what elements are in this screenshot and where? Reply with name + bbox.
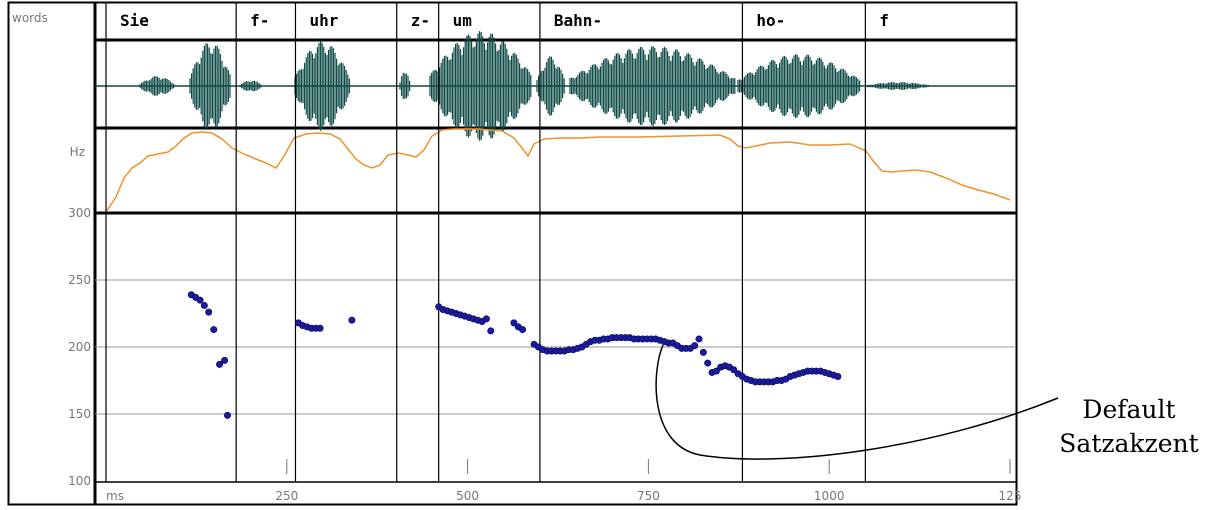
pitch-point [210,326,218,334]
y-tick-label: 100 [68,474,91,488]
word-label: f [879,11,889,30]
word-label: um [453,11,473,30]
word-boundaries [105,2,866,482]
word-label: f- [250,11,269,30]
pitch-point [695,335,703,343]
pitch-point [691,342,699,350]
pitch-points [187,291,842,419]
waveform [139,31,929,141]
pitch-gridlines [95,279,1016,415]
y-tick-label: 150 [68,407,91,421]
x-tick-label: 1000 [814,489,845,503]
pitch-point [216,360,224,368]
pitch-point [510,319,518,327]
pitch-point [730,366,738,374]
word-label: z- [411,11,430,30]
pitch-point [834,372,842,380]
pitch-point [223,411,231,419]
x-tick-label: 500 [456,489,479,503]
words-label: words [12,11,48,25]
y-tick-label: 250 [68,273,91,287]
pitch-point [221,356,229,364]
intensity-contour [105,128,1011,213]
word-label: Sie [120,11,149,30]
hz-label: Hz [70,145,85,159]
x-axis-ticks: 250 500 750 1000 125 [275,459,1021,503]
annotation-default: Default [1082,395,1175,424]
pitch-point [487,327,495,335]
pitch-point [699,348,707,356]
ms-label: ms [106,489,124,503]
pitch-point [712,367,720,375]
annotation-satzakzent: Satzakzent [1059,429,1198,458]
pitch-point [348,316,356,324]
pitch-point [482,315,490,323]
y-tick-label: 300 [68,206,91,220]
y-tick-label: 200 [68,340,91,354]
y-axis-ticks: 100 150 200 250 300 [68,206,91,488]
pitch-point [519,326,527,334]
pitch-point [200,301,208,309]
word-label: Bahn- [554,11,602,30]
waveform-bursts [139,31,929,141]
x-tick-label: 125 [999,489,1022,503]
pitch-point [196,296,204,304]
pitch-point [704,359,712,367]
pitch-point [316,324,324,332]
word-labels: Sie f-uhr z-um Bahn-ho-f [120,11,889,30]
word-label: uhr [309,11,338,30]
word-label: ho- [756,11,785,30]
x-tick-label: 250 [275,489,298,503]
pitch-point [205,308,213,316]
annotation-leader-line [655,344,1059,460]
x-tick-label: 750 [637,489,660,503]
